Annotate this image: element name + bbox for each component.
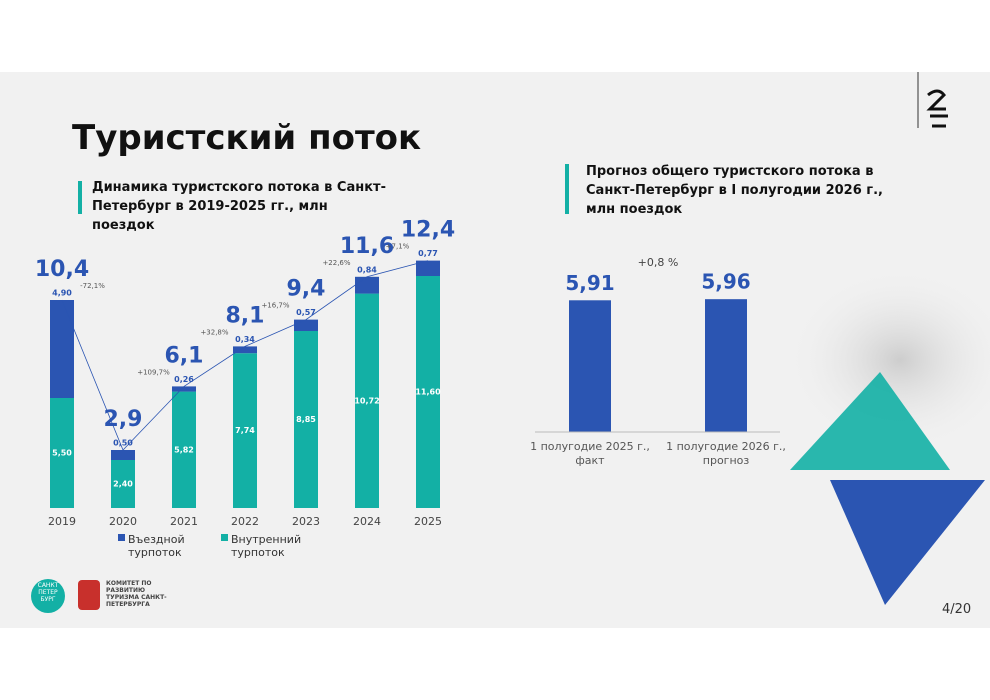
total-label: 6,1 — [165, 343, 204, 368]
bar-label: 0,26 — [174, 375, 194, 384]
x-tick-label: 2019 — [48, 515, 76, 528]
city-logo — [31, 579, 65, 613]
decor-triangle — [830, 480, 985, 605]
bar-segment — [172, 386, 196, 392]
bar-label: 4,90 — [52, 289, 72, 298]
bar-segment — [416, 276, 440, 508]
bar-label: 0,57 — [296, 308, 316, 317]
x-tick-label: 2024 — [353, 515, 381, 528]
chart-title: Динамика туристского потока в Санкт-Пете… — [92, 180, 386, 233]
x-tick-label: 2022 — [231, 515, 259, 528]
bar-label: 5,82 — [174, 445, 194, 454]
x-tick-label: 2021 — [170, 515, 198, 528]
chart-title: Прогноз общего туристского потока в Санк… — [586, 164, 883, 217]
change-label: +22,6% — [322, 259, 350, 267]
bar-label: 5,96 — [701, 270, 750, 294]
bar-label: 0,77 — [418, 249, 438, 258]
total-label: 8,1 — [226, 303, 265, 328]
cloud — [790, 270, 990, 450]
bar-segment — [233, 353, 257, 508]
bar-segment — [172, 391, 196, 508]
committee-text: КОМИТЕТ ПО РАЗВИТИЮ ТУРИЗМА САНКТ-ПЕТЕРБ… — [106, 580, 167, 608]
bar-segment — [111, 450, 135, 460]
slide-title: Туристский поток — [72, 118, 422, 158]
total-label: 11,6 — [340, 234, 394, 259]
total-label: 10,4 — [35, 257, 89, 282]
bar-segment — [111, 460, 135, 508]
x-tick-label: 1 полугодие 2025 г., факт — [530, 440, 650, 467]
x-tick-label: 2023 — [292, 515, 320, 528]
bar-segment — [416, 260, 440, 276]
legend-swatch — [118, 534, 125, 541]
total-label: 12,4 — [401, 218, 455, 243]
bar — [569, 300, 611, 432]
legend-label: Въездной турпоток — [128, 533, 185, 559]
total-label: 2,9 — [104, 407, 143, 432]
bar-label: 2,40 — [113, 480, 133, 489]
bar-label: 5,91 — [565, 271, 614, 295]
x-tick-label: 2025 — [414, 515, 442, 528]
legend-swatch — [221, 534, 228, 541]
x-tick-label: 1 полугодие 2026 г., прогноз — [666, 440, 786, 467]
page-number: 4/20 — [942, 602, 972, 617]
change-label: +0,8 % — [638, 256, 679, 269]
bar-segment — [294, 319, 318, 331]
bar-label: 8,85 — [296, 415, 316, 424]
bar-segment — [355, 293, 379, 508]
trend-line — [61, 260, 429, 451]
bar-segment — [355, 276, 379, 294]
change-label: +109,7% — [137, 368, 170, 376]
bar-label: 7,74 — [235, 426, 255, 435]
title-marker — [78, 181, 82, 214]
change-label: +16,7% — [261, 302, 289, 310]
title-marker — [565, 164, 569, 214]
bar-label: 0,84 — [357, 265, 377, 274]
change-label: +7,1% — [386, 243, 410, 251]
legend-label: Внутренний турпоток — [231, 533, 302, 559]
logo-2023 — [926, 89, 948, 128]
city-logo-text: САНКТ ПЕТЕР БУРГ — [37, 582, 59, 603]
bar-label: 5,50 — [52, 449, 72, 458]
decor-triangle — [790, 372, 950, 470]
bar-segment — [233, 346, 257, 354]
bar-label: 10,72 — [354, 396, 379, 405]
bar-label: 11,60 — [415, 388, 441, 397]
bar-segment — [294, 331, 318, 508]
x-tick-label: 2020 — [109, 515, 137, 528]
change-label: +32,8% — [200, 328, 228, 336]
change-label: -72,1% — [80, 282, 105, 290]
total-label: 9,4 — [287, 277, 326, 302]
bar-label: 0,50 — [113, 439, 133, 448]
bar — [705, 299, 747, 432]
bar-label: 0,34 — [235, 335, 255, 344]
bar-segment — [50, 398, 74, 508]
committee-emblem — [78, 580, 100, 610]
bar-segment — [50, 300, 74, 398]
